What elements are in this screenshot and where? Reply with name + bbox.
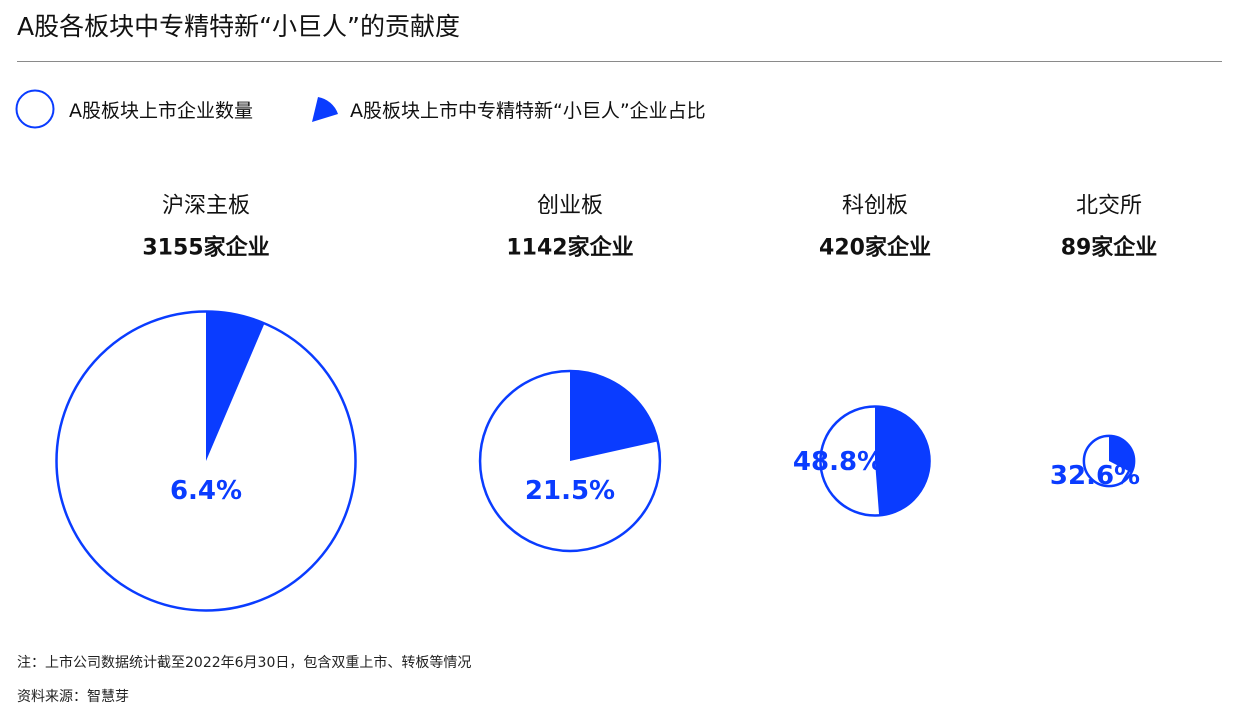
board-2-share-slice xyxy=(570,371,658,461)
footnote: 注：上市公司数据统计截至2022年6月30日，包含双重上市、转板等情况 xyxy=(17,655,472,671)
board-1-share-label: 6.4% xyxy=(170,476,242,506)
board-4-name: 北交所 xyxy=(1076,194,1142,219)
board-4-count: 89家企业 xyxy=(1061,235,1158,261)
legend-total: A股板块上市企业数量 xyxy=(15,88,253,130)
board-2-count: 1142家企业 xyxy=(506,235,633,261)
legend-share: A股板块上市中专精特新“小巨人”企业占比 xyxy=(306,88,706,130)
board-1-share-slice xyxy=(206,311,265,461)
legend-total-label: A股板块上市企业数量 xyxy=(69,99,253,122)
board-3-name: 科创板 xyxy=(842,194,908,219)
board-4-share-label: 32.6% xyxy=(1050,461,1140,491)
board-3-share-label: 48.8% xyxy=(793,447,883,477)
circle-outline-icon xyxy=(15,89,55,129)
board-3-share-slice xyxy=(875,406,930,516)
legend-share-label: A股板块上市中专精特新“小巨人”企业占比 xyxy=(350,99,706,122)
board-4-share-slice xyxy=(1109,435,1135,473)
board-1-count: 3155家企业 xyxy=(142,235,269,261)
pie-wedge-icon xyxy=(312,97,338,122)
title-divider xyxy=(17,61,1222,62)
board-2-name: 创业板 xyxy=(537,194,603,219)
board-1-name: 沪深主板 xyxy=(162,194,250,219)
board-3-count: 420家企业 xyxy=(819,235,931,261)
chart-title: A股各板块中专精特新“小巨人”的贡献度 xyxy=(17,12,461,41)
source-note: 资料来源：智慧芽 xyxy=(17,689,129,705)
board-2-share-label: 21.5% xyxy=(525,476,615,506)
